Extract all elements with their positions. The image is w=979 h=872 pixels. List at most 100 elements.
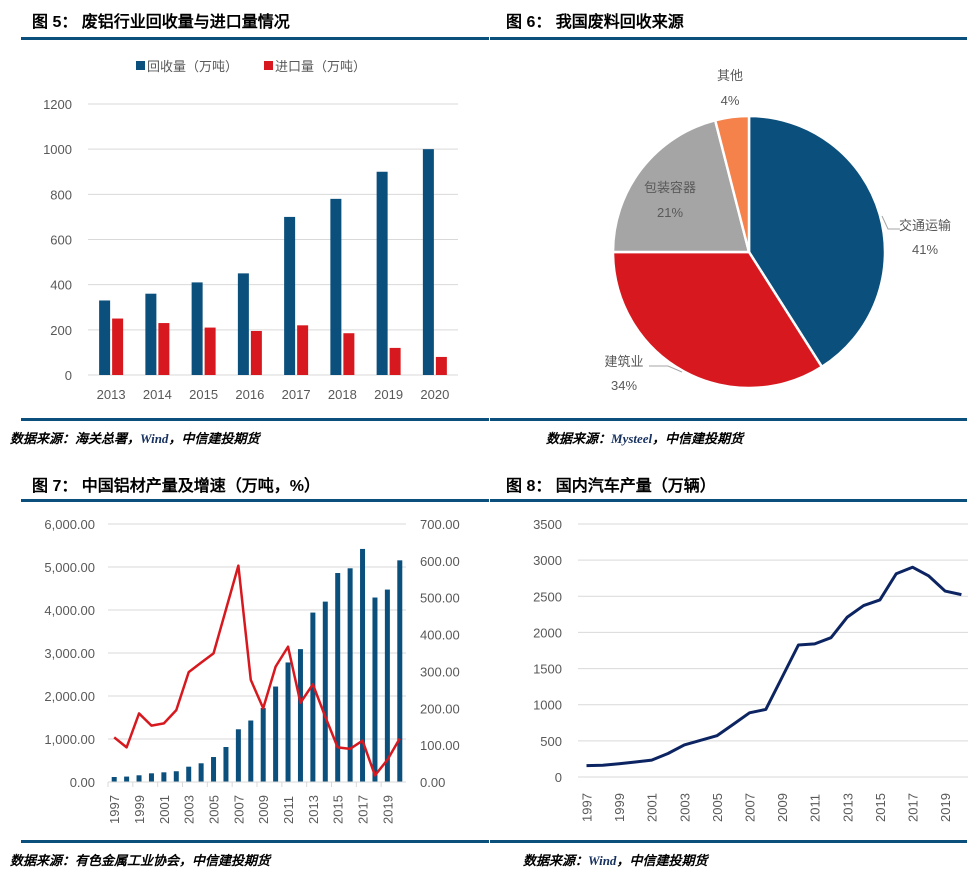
fig5-top-rule [21,37,489,40]
bar [158,323,170,375]
y-left-tick-label: 1,000.00 [44,732,95,747]
slice-percent: 21% [657,205,683,220]
y-tick-label: 1500 [533,662,562,677]
x-tick-label: 2013 [840,793,855,822]
fig6-source: 数据来源：Mysteel，中信建投期货 [546,428,743,447]
x-tick-label: 2015 [189,387,218,402]
bar [112,318,124,375]
fig8-source-brand: Wind [588,853,617,868]
fig6-source-brand: Mysteel [611,431,653,446]
bar [389,347,401,375]
bar [260,708,266,782]
fig5-source-suffix: ，中信建投期货 [168,431,260,446]
fig8-title: 图 8： 国内汽车产量（万辆） [506,478,716,495]
legend-label: 回收量（万吨） [147,59,238,74]
x-tick-label: 2001 [157,795,172,824]
x-tick-label: 2015 [873,793,888,822]
x-tick-label: 2001 [645,793,660,822]
slice-percent: 4% [721,93,740,108]
x-tick-label: 2014 [143,387,172,402]
slice-percent: 34% [611,378,637,393]
x-tick-label: 2003 [677,793,692,822]
bar [376,171,388,375]
x-tick-label: 1997 [107,795,122,824]
y-left-tick-label: 0.00 [70,775,95,790]
x-tick-label: 2018 [328,387,357,402]
fig6-source-suffix: ，中信建投期货 [652,431,744,446]
y-right-tick-label: 0.00 [420,775,445,790]
bar [347,568,353,782]
fig6-bottom-rule [490,418,967,421]
x-tick-label: 2005 [710,793,725,822]
x-tick-label: 2009 [775,793,790,822]
bar [148,773,154,782]
y-tick-label: 0 [65,368,72,383]
y-right-tick-label: 200.00 [420,701,460,716]
bar [273,686,279,782]
bar [99,300,111,375]
y-tick-label: 1200 [43,97,72,112]
fig5-source-prefix: 数据来源：海关总署， [10,431,141,446]
y-left-tick-label: 6,000.00 [44,517,95,532]
pie-slice [611,250,824,390]
fig7-title: 图 7： 中国铝材产量及增速（万吨，%） [32,478,321,495]
bar [250,330,262,375]
y-right-tick-label: 400.00 [420,628,460,643]
production-line [586,565,962,768]
x-tick-label: 2017 [282,387,311,402]
fig6-title: 图 6： 我国废料回收来源 [506,14,684,31]
bar [330,198,342,375]
leader-line [649,365,683,373]
y-tick-label: 200 [50,323,72,338]
bar [124,776,130,782]
fig8-source-suffix: ，中信建投期货 [616,853,708,868]
x-tick-label: 2011 [808,794,823,822]
bar [111,777,117,782]
x-tick-label: 1997 [580,793,595,822]
bar [204,327,216,375]
x-tick-label: 2005 [207,795,222,824]
bar [186,766,192,782]
bar [310,612,316,782]
slice-label: 建筑业 [604,354,643,369]
bar [360,548,366,782]
y-right-tick-label: 300.00 [420,664,460,679]
fig5-title: 图 5： 废铝行业回收量与进口量情况 [32,14,290,31]
y-tick-label: 500 [540,734,562,749]
bar [372,597,378,782]
bar [297,649,303,782]
bar [297,325,309,375]
y-left-tick-label: 3,000.00 [44,646,95,661]
bar [173,771,179,782]
bar [223,746,229,782]
bar [284,216,296,375]
x-tick-label: 1999 [132,795,147,824]
x-tick-label: 2007 [743,793,758,822]
bar [198,763,204,782]
bar [235,729,241,782]
y-right-tick-label: 500.00 [420,591,460,606]
legend-swatch [264,61,273,70]
bar [422,149,434,375]
pie-slice [611,118,751,254]
x-tick-label: 2003 [182,795,197,824]
fig8-top-rule [490,499,967,502]
y-tick-label: 800 [50,187,72,202]
x-tick-label: 1999 [612,793,627,822]
fig7-bottom-rule [21,840,489,843]
y-tick-label: 1000 [43,142,72,157]
legend-label: 进口量（万吨） [275,59,366,74]
y-tick-label: 600 [50,233,72,248]
bar [343,333,355,375]
x-tick-label: 2017 [356,795,371,824]
fig8-source: 数据来源：Wind，中信建投期货 [523,850,707,869]
y-right-tick-label: 600.00 [420,554,460,569]
bar [335,573,341,782]
y-tick-label: 1000 [533,698,562,713]
slice-percent: 41% [912,242,938,257]
x-tick-label: 2020 [420,387,449,402]
y-tick-label: 400 [50,278,72,293]
legend-swatch [136,61,145,70]
x-tick-label: 2013 [306,795,321,824]
